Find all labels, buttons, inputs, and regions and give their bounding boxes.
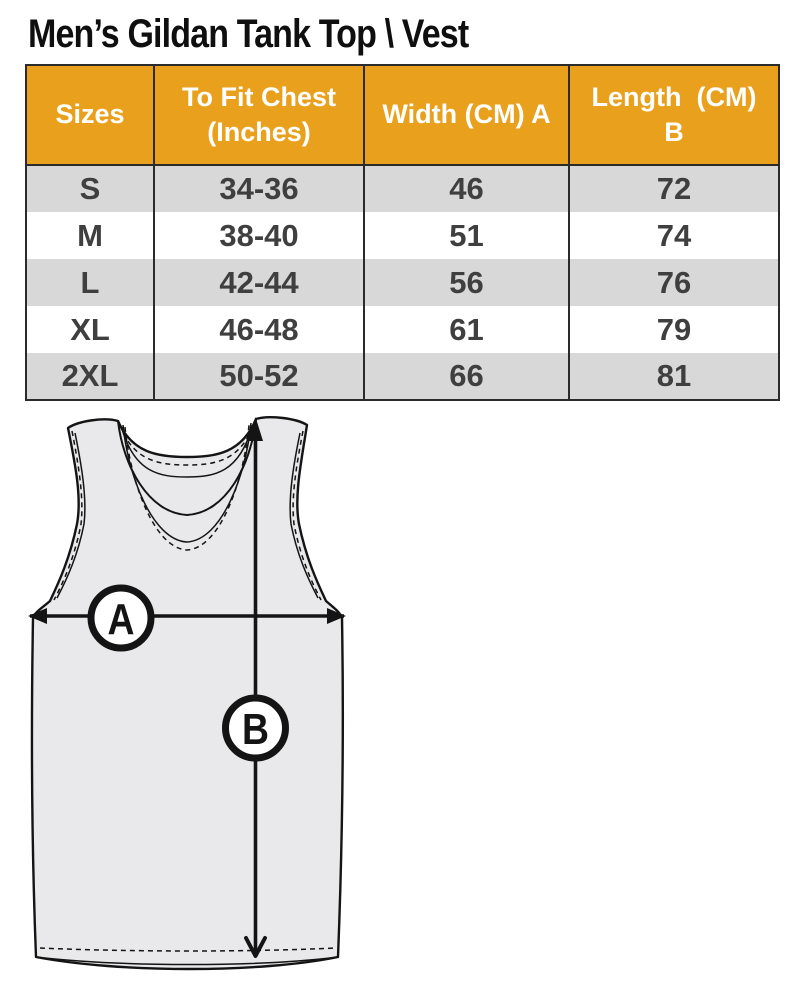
header-length: Length (CM) B (568, 64, 780, 166)
front-neck-stitch-line (124, 424, 250, 551)
cell-chest: 46-48 (153, 306, 365, 353)
cell-chest: 38-40 (153, 212, 365, 259)
cell-chest: 50-52 (153, 353, 365, 400)
table-row: L 42-44 56 76 (25, 259, 780, 306)
table-row: M 38-40 51 74 (25, 212, 780, 259)
cell-width: 61 (363, 306, 570, 353)
cell-chest: 34-36 (153, 165, 365, 212)
length-arrowhead-bottom (244, 936, 267, 958)
hem-stitch-line (39, 947, 337, 952)
width-arrowhead-left (28, 608, 47, 624)
cell-size: M (25, 212, 155, 259)
back-neck-stitch-line (119, 422, 255, 466)
left-armhole-stitch-line (53, 430, 83, 601)
length-arrow (244, 417, 267, 958)
front-neckline-edge (117, 418, 257, 517)
right-armhole-binding-edge (289, 432, 319, 599)
length-label: B (242, 704, 269, 754)
cell-width: 51 (363, 212, 570, 259)
table-row: S 34-36 46 72 (25, 165, 780, 212)
length-label-circle (222, 694, 289, 762)
table-row: 2XL 50-52 66 81 (25, 353, 780, 400)
cell-length: 72 (568, 165, 780, 212)
width-arrowhead-right (327, 608, 346, 624)
page-title: Men’s Gildan Tank Top \ Vest (28, 12, 469, 56)
width-label-circle (87, 584, 155, 652)
header-row: Sizes To Fit Chest (Inches) Width (CM) A… (25, 64, 780, 166)
cell-width: 66 (363, 353, 570, 400)
header-chest: To Fit Chest (Inches) (153, 64, 365, 166)
cell-size: S (25, 165, 155, 212)
cell-length: 79 (568, 306, 780, 353)
size-chart-body: S 34-36 46 72 M 38-40 51 74 L 42-44 56 76 XL 46-48 61 7… (25, 165, 780, 400)
cell-chest: 42-44 (153, 259, 365, 306)
cell-length: 81 (568, 353, 780, 400)
right-armhole-stitch-line (292, 430, 322, 601)
cell-length: 74 (568, 212, 780, 259)
size-chart-table: Sizes To Fit Chest (Inches) Width (CM) A… (25, 64, 780, 401)
hem-inner-edge (35, 956, 339, 966)
cell-length: 76 (568, 259, 780, 306)
width-label: A (107, 594, 134, 644)
cell-size: 2XL (25, 353, 155, 400)
header-sizes: Sizes (25, 64, 155, 166)
cell-width: 56 (363, 259, 570, 306)
back-neck-inner-edge (121, 426, 253, 478)
table-row: XL 46-48 61 79 (25, 306, 780, 353)
cell-size: XL (25, 306, 155, 353)
garment-outline (30, 416, 344, 971)
size-chart-header: Sizes To Fit Chest (Inches) Width (CM) A… (25, 64, 780, 166)
cell-size: L (25, 259, 155, 306)
width-arrow (28, 608, 346, 624)
length-arrowhead-top (248, 417, 263, 441)
cell-width: 46 (363, 165, 570, 212)
left-armhole-binding-edge (56, 432, 86, 599)
tank-top-diagram: A B (28, 416, 346, 971)
header-width: Width (CM) A (363, 64, 570, 166)
